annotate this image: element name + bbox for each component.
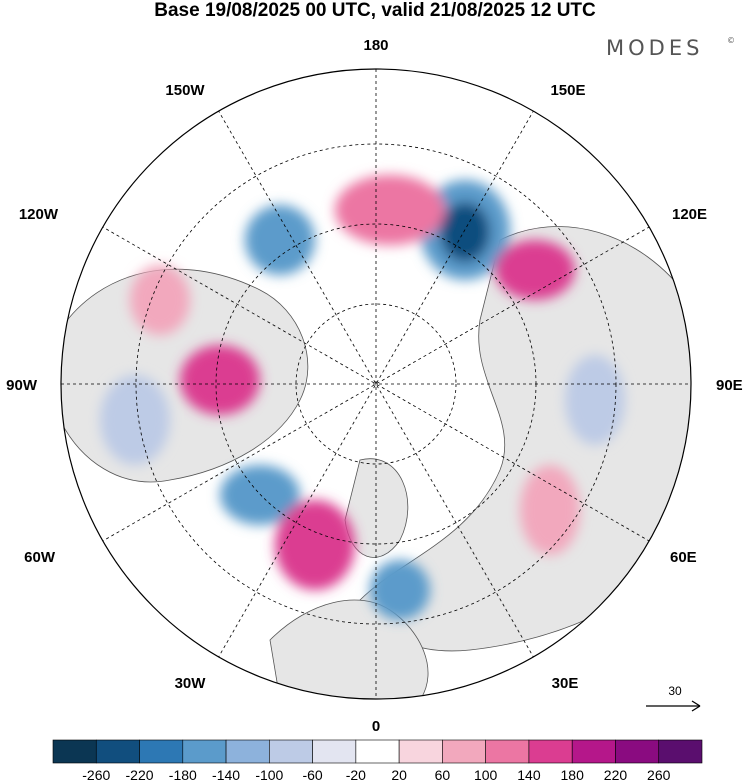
reference-vector: 30 xyxy=(646,684,701,712)
anomaly-neg-3 xyxy=(220,465,300,525)
lon-label-0: 0 xyxy=(372,718,380,735)
reference-vector-arrowhead xyxy=(691,700,701,712)
brand-registered-mark: © xyxy=(727,36,735,45)
colorbar-swatch xyxy=(312,739,357,764)
colorbar-tick-label: -180 xyxy=(169,767,197,783)
lon-label-60e: 60E xyxy=(670,549,697,566)
colorbar-swatch xyxy=(269,739,313,764)
colorbar-swatch xyxy=(139,739,184,764)
anomaly-neg-4 xyxy=(370,560,430,620)
anomaly-pos-4 xyxy=(130,265,190,335)
longitude-labels: 180 150W 150E 120W 120E 90W 90E 60W 60E … xyxy=(6,37,743,735)
colorbar-swatch xyxy=(95,739,140,764)
lon-label-30e: 30E xyxy=(552,675,579,692)
anomaly-neg-6 xyxy=(100,375,170,465)
lon-label-60w: 60W xyxy=(24,549,56,566)
colorbar-swatch xyxy=(398,739,443,764)
colorbar-swatch xyxy=(485,739,530,764)
anomaly-field xyxy=(100,175,625,620)
lon-label-180: 180 xyxy=(363,37,388,54)
colorbar-tick-label: -20 xyxy=(346,767,366,783)
colorbar-tick-label: 180 xyxy=(561,767,585,783)
reference-vector-label: 30 xyxy=(668,684,682,698)
colorbar-swatch xyxy=(355,739,400,764)
colorbar-swatch xyxy=(52,739,97,764)
anomaly-neg-2 xyxy=(245,205,315,275)
lon-label-120e: 120E xyxy=(672,206,707,223)
colorbar-swatch xyxy=(658,739,703,764)
colorbar-swatch xyxy=(571,739,616,764)
colorbar-swatch xyxy=(182,739,227,764)
lon-label-90e: 90E xyxy=(716,377,743,394)
colorbar-tick-label: -220 xyxy=(126,767,154,783)
colorbar-tick-label: 60 xyxy=(435,767,451,783)
anomaly-pos-3 xyxy=(180,345,260,415)
colorbar-tick-label: 220 xyxy=(604,767,628,783)
colorbar: -260 -220 -180 -140 -100 -60 -20 20 60 100 140 180 2… xyxy=(52,739,703,783)
colorbar-tick-label: 100 xyxy=(474,767,498,783)
anomaly-pos-5 xyxy=(275,500,355,590)
colorbar-swatch xyxy=(225,739,270,764)
graticule xyxy=(61,69,691,699)
colorbar-swatch xyxy=(615,739,660,764)
colorbar-tick-label: -100 xyxy=(255,767,283,783)
lon-label-90w: 90W xyxy=(6,377,38,394)
colorbar-swatch xyxy=(528,739,573,764)
colorbar-tick-label: -260 xyxy=(82,767,110,783)
lon-label-150e: 150E xyxy=(550,82,585,99)
colorbar-tick-label: -140 xyxy=(212,767,240,783)
brand-logo: MODES xyxy=(606,36,703,60)
map-disk xyxy=(61,69,691,699)
anomaly-neg-1-core xyxy=(440,202,490,262)
lon-label-120w: 120W xyxy=(19,206,59,223)
colorbar-swatch xyxy=(442,739,486,764)
anomaly-pos-1 xyxy=(335,175,445,245)
lon-label-150w: 150W xyxy=(165,82,205,99)
anomaly-pos-6 xyxy=(520,465,580,555)
chart-title: Base 19/08/2025 00 UTC, valid 21/08/2025… xyxy=(154,0,596,21)
anomaly-neg-5 xyxy=(565,355,625,445)
colorbar-tick-label: -60 xyxy=(302,767,322,783)
colorbar-tick-label: 260 xyxy=(647,767,671,783)
colorbar-tick-label: 20 xyxy=(391,767,407,783)
land-eurasia xyxy=(359,226,691,652)
anomaly-pos-2 xyxy=(495,240,575,300)
lon-label-30w: 30W xyxy=(175,675,207,692)
colorbar-tick-label: 140 xyxy=(517,767,541,783)
map-border xyxy=(60,68,692,700)
